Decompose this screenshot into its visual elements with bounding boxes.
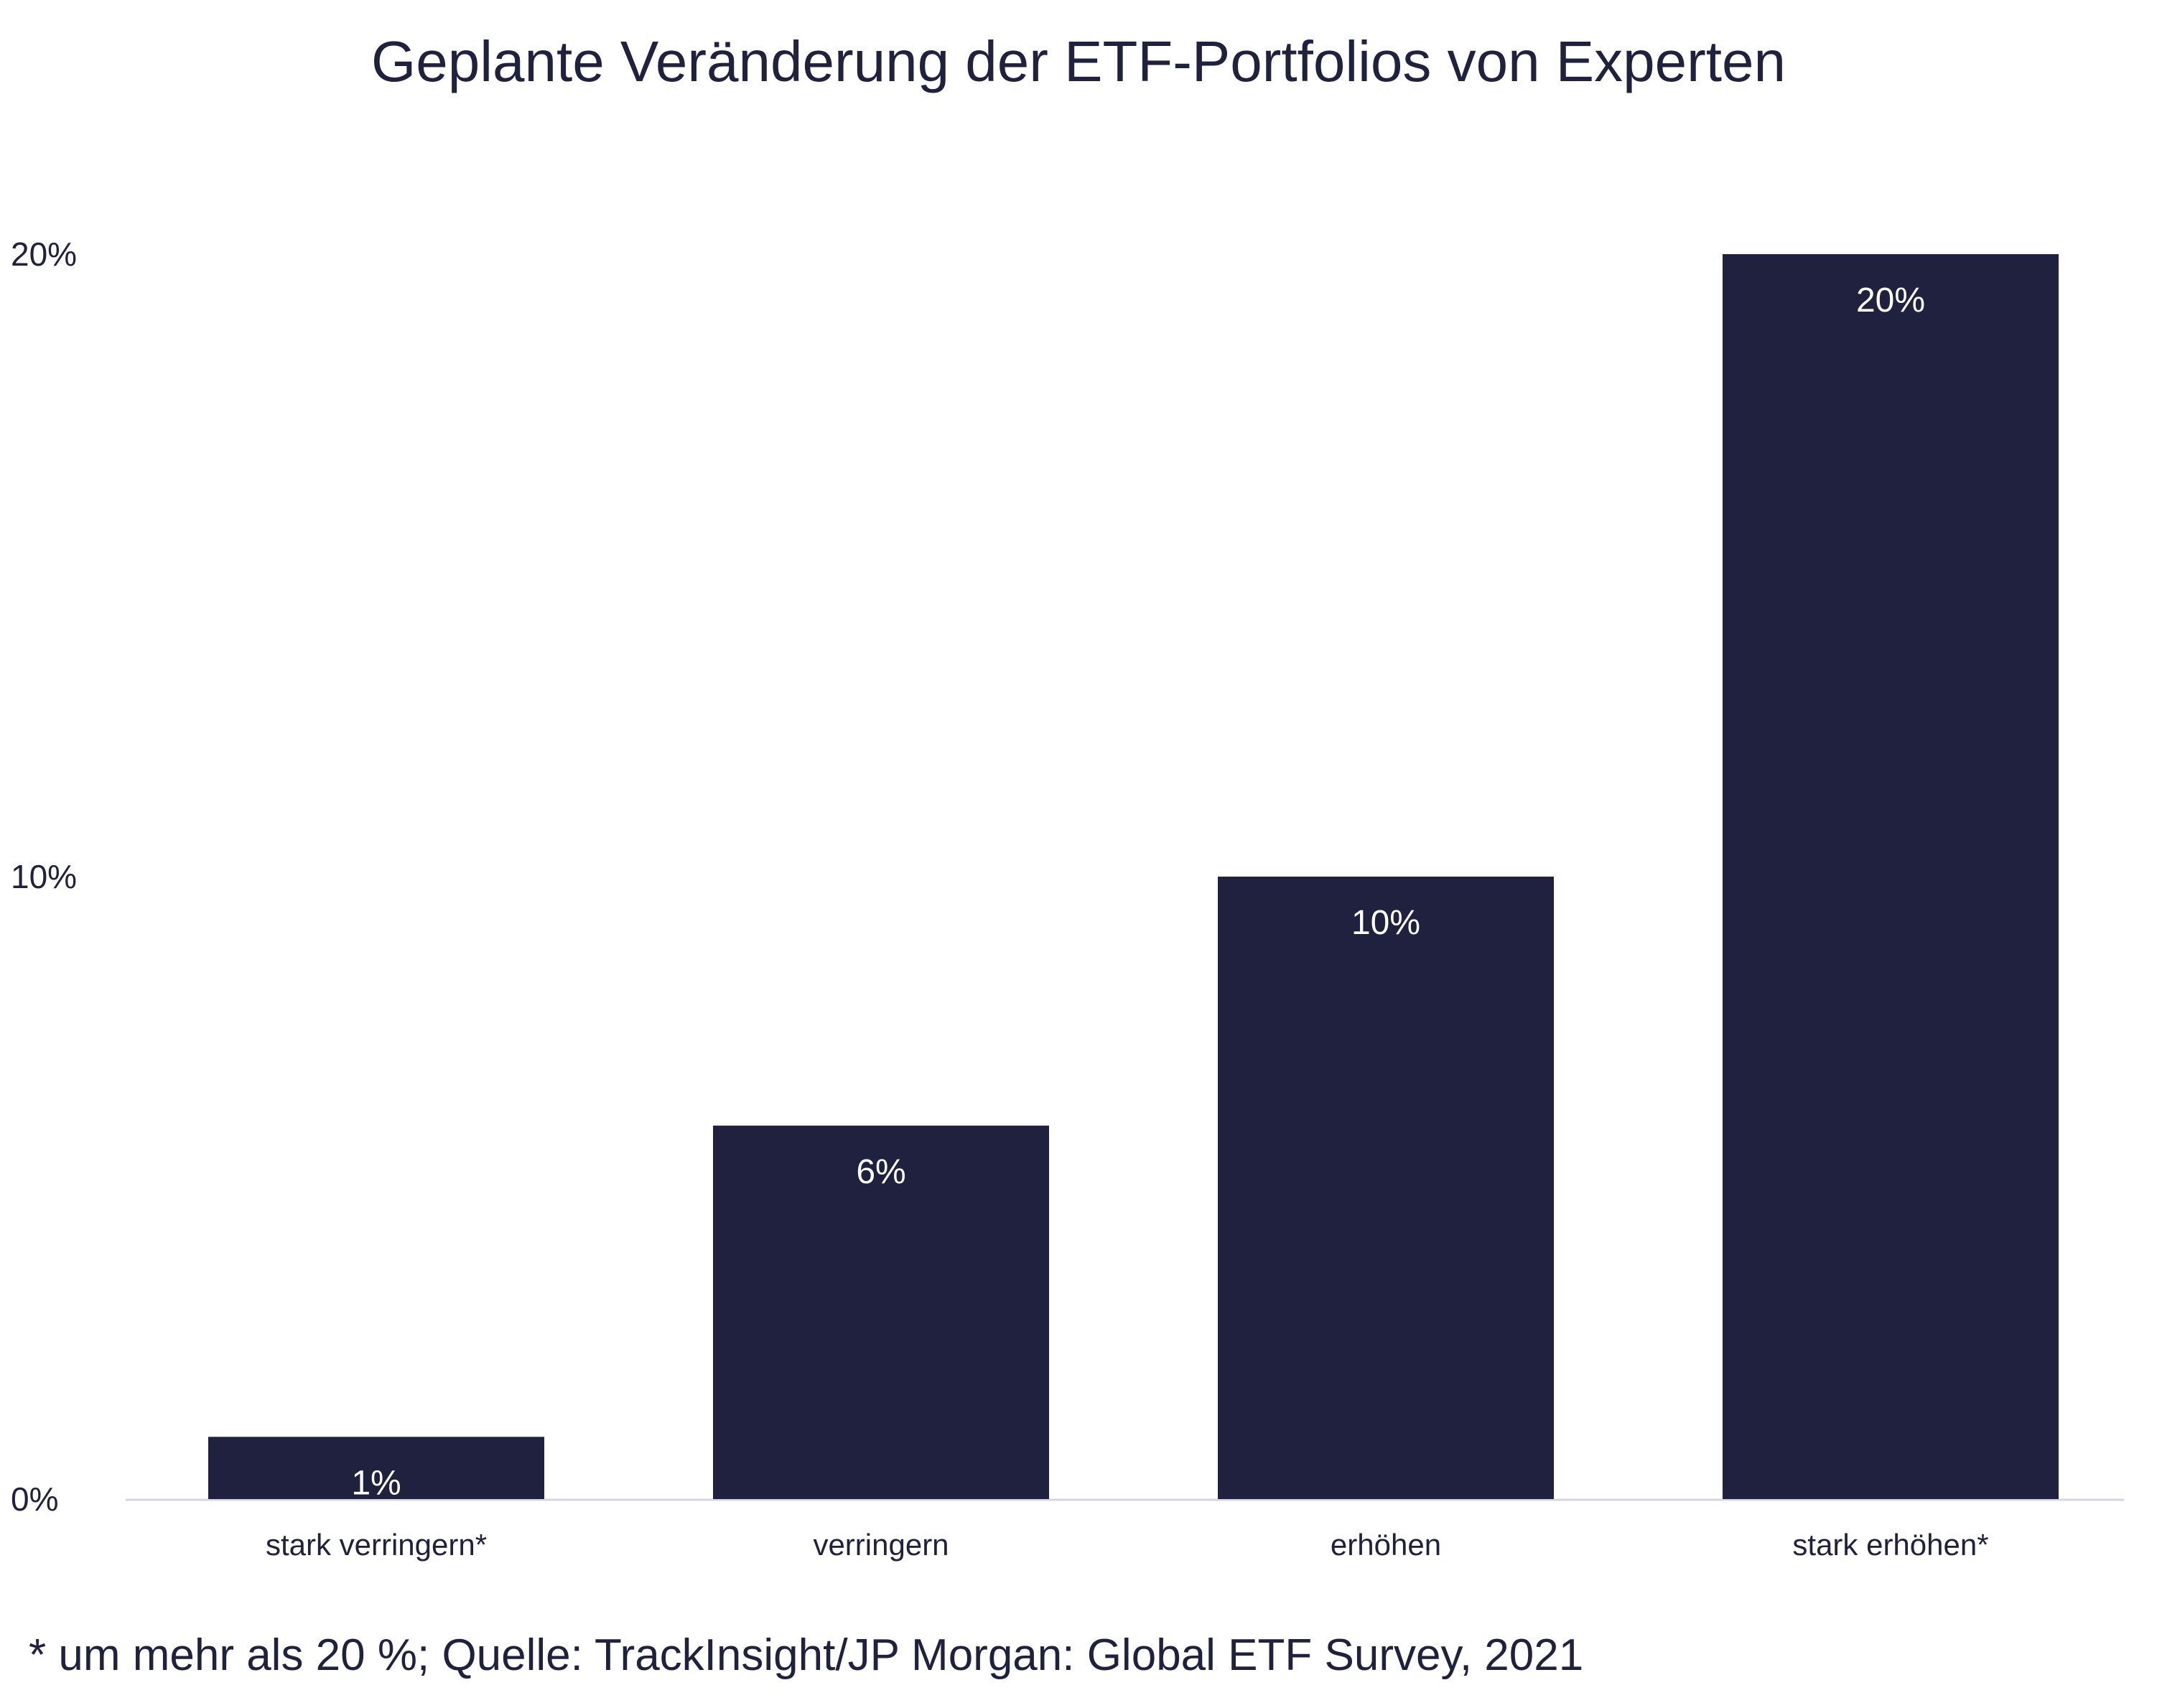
x-tick-label: stark verringern* xyxy=(266,1528,487,1562)
data-label: 10% xyxy=(1351,904,1420,942)
bar xyxy=(1218,877,1554,1499)
data-label: 6% xyxy=(856,1153,905,1191)
x-tick-label: stark erhöhen* xyxy=(1792,1528,1988,1562)
data-label: 20% xyxy=(1856,281,1925,319)
bar xyxy=(1723,254,2059,1499)
x-tick-label: erhöhen xyxy=(1331,1528,1441,1562)
y-tick-label: 0% xyxy=(11,1480,58,1518)
footnote: * um mehr als 20 %; Quelle: TrackInsight… xyxy=(29,1630,1584,1680)
bar xyxy=(208,1437,544,1499)
y-tick-label: 20% xyxy=(11,235,77,273)
bar xyxy=(713,1125,1049,1499)
y-tick-label: 10% xyxy=(11,858,77,895)
chart-title: Geplante Veränderung der ETF-Portfolios … xyxy=(371,29,1786,93)
data-label: 1% xyxy=(351,1464,401,1502)
x-tick-label: verringern xyxy=(813,1528,949,1562)
